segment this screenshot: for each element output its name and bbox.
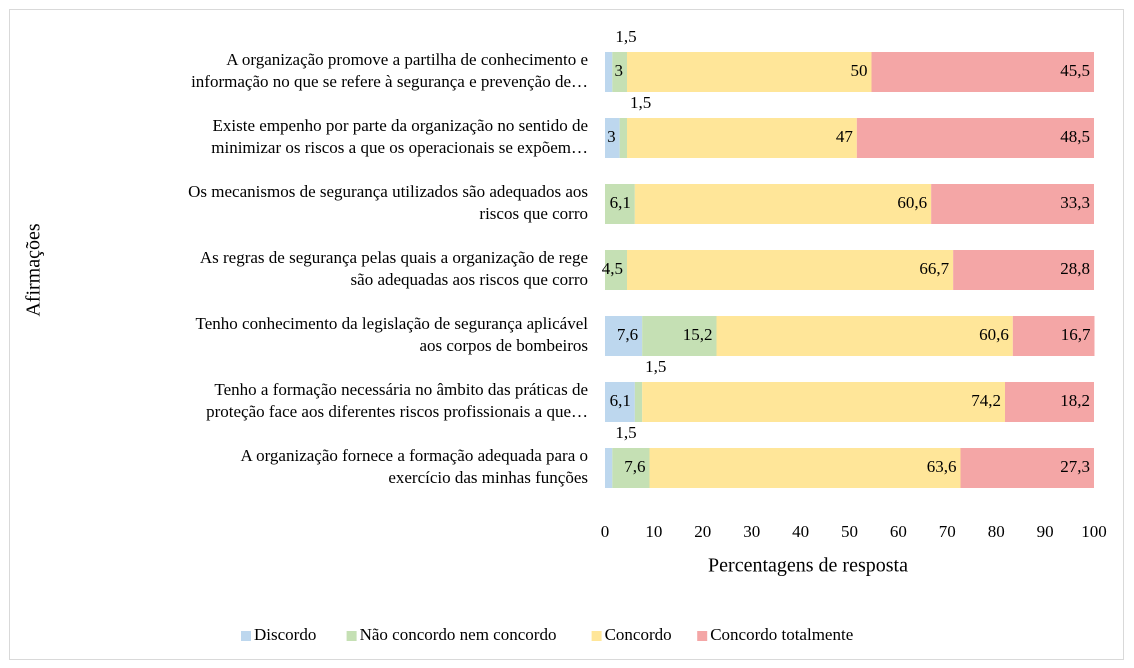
value-label: 4,5 [602, 259, 623, 278]
value-label: 1,5 [645, 357, 666, 376]
value-label: 3 [607, 127, 616, 146]
bar-segment [605, 448, 613, 488]
legend-label: Não concordo nem concordo [360, 625, 557, 644]
value-label: 6,1 [610, 391, 631, 410]
bar-segment [634, 184, 932, 224]
value-label: 1,5 [615, 27, 636, 46]
bar-segment [627, 118, 857, 158]
bar-segment [627, 52, 872, 92]
value-label: 27,3 [1060, 457, 1090, 476]
value-label: 1,5 [615, 423, 636, 442]
bar-segment [605, 118, 620, 158]
x-tick-label: 0 [601, 522, 610, 541]
bar-segment [960, 448, 1094, 488]
category-label: A organização promove a partilha de conh… [226, 50, 588, 69]
bar-segment [931, 184, 1094, 224]
category-label: Os mecanismos de segurança utilizados sã… [188, 182, 588, 201]
x-tick-label: 80 [988, 522, 1005, 541]
legend-swatch [346, 631, 357, 641]
value-label: 1,5 [630, 93, 651, 112]
category-label: riscos que corro [479, 204, 588, 223]
legend-label: Discordo [254, 625, 316, 644]
bar-segment [605, 184, 635, 224]
value-label: 45,5 [1060, 61, 1090, 80]
x-tick-label: 70 [939, 522, 956, 541]
category-label: aos corpos de bombeiros [419, 336, 588, 355]
bar-segment [605, 316, 643, 356]
value-label: 3 [615, 61, 624, 80]
x-tick-label: 10 [645, 522, 662, 541]
value-label: 7,6 [624, 457, 645, 476]
legend-label: Concordo [605, 625, 672, 644]
bar-segment [953, 250, 1094, 290]
bar-segment [605, 382, 635, 422]
bar-segment [716, 316, 1013, 356]
x-axis-title: Percentagens de resposta [708, 555, 908, 577]
bar-segment [605, 250, 628, 290]
y-axis-title: Afirmações [23, 223, 45, 317]
x-tick-label: 20 [694, 522, 711, 541]
category-label: são adequadas aos riscos que corro [351, 270, 588, 289]
legend-swatch [241, 631, 251, 641]
bar-segment [1005, 382, 1094, 422]
bar-segment [642, 316, 717, 356]
value-label: 47 [836, 127, 854, 146]
legend-swatch [697, 631, 708, 641]
category-label: proteção face aos diferentes riscos prof… [206, 402, 588, 421]
bar-segment [642, 382, 1006, 422]
category-label: exercício das minhas funções [388, 468, 588, 487]
value-label: 28,8 [1060, 259, 1090, 278]
bar-segment [649, 448, 961, 488]
category-label: minimizar os riscos a que os operacionai… [211, 138, 588, 157]
legend-swatch [591, 631, 602, 641]
bar-segment [634, 382, 643, 422]
value-label: 74,2 [971, 391, 1001, 410]
x-tick-label: 100 [1081, 522, 1107, 541]
bar-segment [605, 52, 613, 92]
category-label: Existe empenho por parte da organização … [213, 116, 588, 135]
value-label: 48,5 [1060, 127, 1090, 146]
bar-segment [627, 250, 954, 290]
bar-segment [856, 118, 1094, 158]
x-tick-label: 60 [890, 522, 907, 541]
bar-segment [612, 52, 628, 92]
category-label: Tenho a formação necessária no âmbito da… [214, 380, 588, 399]
value-label: 15,2 [683, 325, 713, 344]
category-label: informação no que se refere à segurança … [191, 72, 588, 91]
category-label: As regras de segurança pelas quais a org… [200, 248, 588, 267]
value-label: 18,2 [1060, 391, 1090, 410]
legend-label: Concordo totalmente [710, 625, 853, 644]
x-tick-label: 30 [743, 522, 760, 541]
x-tick-label: 90 [1037, 522, 1054, 541]
value-label: 63,6 [927, 457, 957, 476]
bar-segment [871, 52, 1094, 92]
category-label: A organização fornece a formação adequad… [240, 446, 588, 465]
x-tick-label: 40 [792, 522, 809, 541]
value-label: 50 [851, 61, 868, 80]
value-label: 33,3 [1060, 193, 1090, 212]
value-label: 60,6 [897, 193, 927, 212]
value-label: 6,1 [610, 193, 631, 212]
value-label: 7,6 [617, 325, 638, 344]
bar-segment [1012, 316, 1095, 356]
value-label: 60,6 [979, 325, 1009, 344]
bar-segment [612, 448, 650, 488]
bar-segment [619, 118, 628, 158]
value-label: 16,7 [1061, 325, 1091, 344]
category-label: Tenho conhecimento da legislação de segu… [196, 314, 589, 333]
x-tick-label: 50 [841, 522, 858, 541]
value-label: 66,7 [919, 259, 949, 278]
